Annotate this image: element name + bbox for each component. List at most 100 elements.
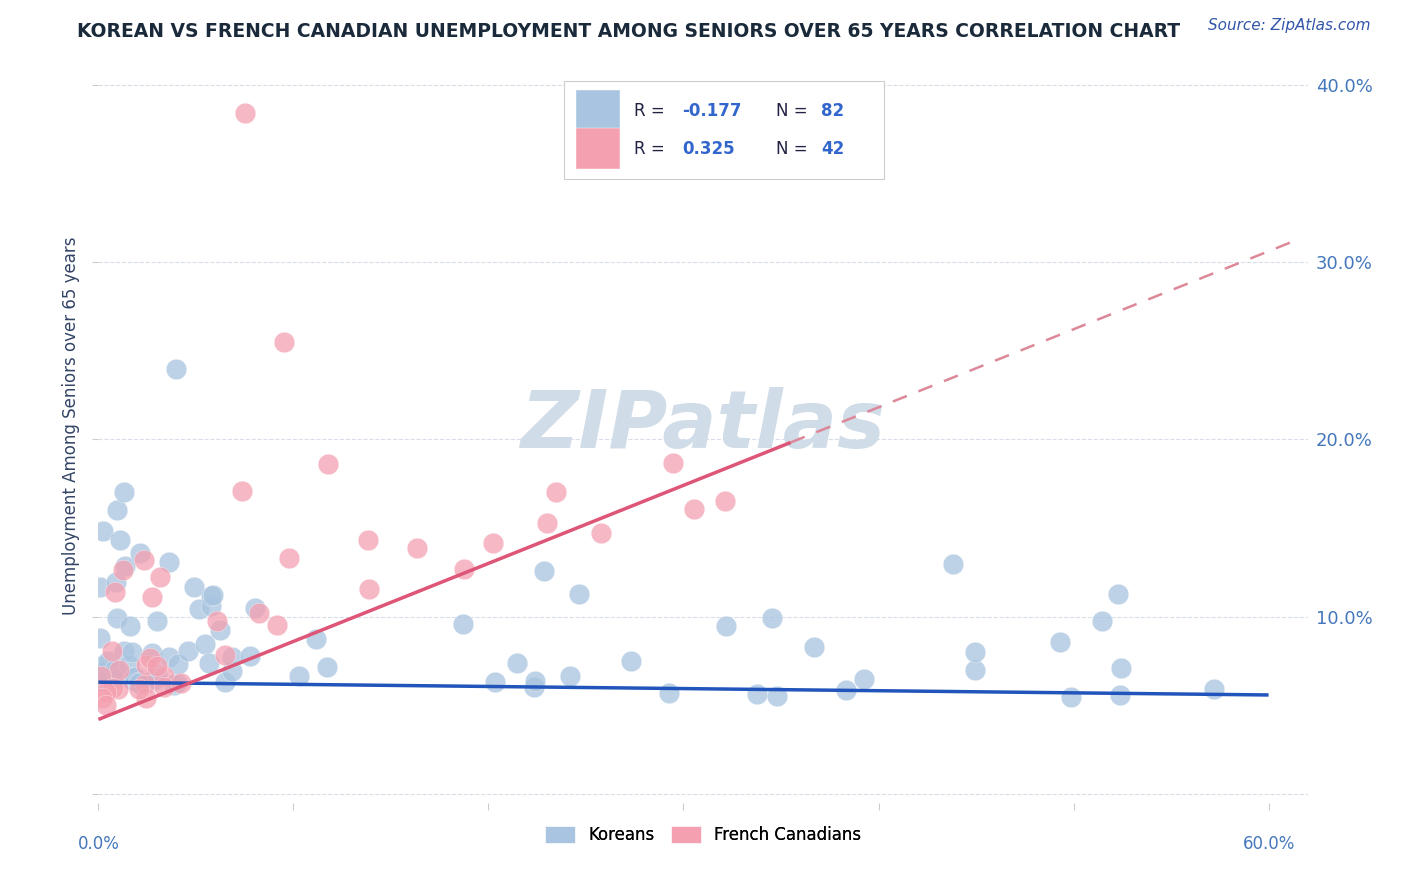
Text: 0.0%: 0.0% <box>77 835 120 853</box>
Point <box>114 558 136 573</box>
Point <box>287 668 309 682</box>
Point <box>118 619 141 633</box>
Point <box>484 674 506 689</box>
Point <box>177 644 200 658</box>
Point <box>105 575 128 590</box>
Point <box>90 668 112 682</box>
Point <box>165 361 187 376</box>
Point <box>97 669 120 683</box>
Text: -0.177: -0.177 <box>682 102 742 120</box>
Text: KOREAN VS FRENCH CANADIAN UNEMPLOYMENT AMONG SENIORS OVER 65 YEARS CORRELATION C: KOREAN VS FRENCH CANADIAN UNEMPLOYMENT A… <box>77 22 1181 41</box>
Point <box>243 600 266 615</box>
Point <box>121 673 143 688</box>
Point <box>108 533 131 547</box>
Point <box>745 687 768 701</box>
Point <box>357 582 380 596</box>
Legend: Koreans, French Canadians: Koreans, French Canadians <box>538 820 868 851</box>
Point <box>266 618 288 632</box>
Point <box>200 599 222 614</box>
Point <box>91 690 114 705</box>
Point <box>127 675 149 690</box>
Point <box>145 673 167 687</box>
Point <box>714 494 737 508</box>
Point <box>145 667 167 681</box>
Point <box>132 553 155 567</box>
Point <box>965 645 987 659</box>
Point <box>852 673 875 687</box>
Point <box>963 664 986 678</box>
Point <box>97 654 120 668</box>
Point <box>1204 682 1226 697</box>
Point <box>1091 615 1114 629</box>
Point <box>118 657 141 672</box>
Point <box>200 589 222 603</box>
Point <box>128 682 150 697</box>
Point <box>273 334 295 349</box>
Point <box>683 502 706 516</box>
Point <box>194 637 217 651</box>
Point <box>201 588 224 602</box>
Point <box>124 670 146 684</box>
Point <box>90 674 112 689</box>
Point <box>453 562 475 576</box>
Point <box>153 668 176 682</box>
Point <box>146 614 169 628</box>
Point <box>239 648 262 663</box>
Point <box>141 647 163 661</box>
Point <box>105 671 128 685</box>
Point <box>544 484 567 499</box>
Point <box>221 664 243 678</box>
Point <box>1111 660 1133 674</box>
Point <box>277 551 299 566</box>
Point <box>716 618 738 632</box>
Point <box>112 644 135 658</box>
Point <box>135 690 157 705</box>
Point <box>91 665 114 679</box>
Text: Source: ZipAtlas.com: Source: ZipAtlas.com <box>1208 18 1371 33</box>
Text: 82: 82 <box>821 102 845 120</box>
Point <box>107 663 129 677</box>
Point <box>942 557 965 571</box>
Point <box>620 654 643 668</box>
Text: 42: 42 <box>821 139 845 158</box>
Point <box>658 685 681 699</box>
Point <box>482 535 505 549</box>
Point <box>163 678 186 692</box>
Point <box>157 555 180 569</box>
Point <box>406 541 429 556</box>
Point <box>153 680 176 694</box>
Point <box>316 457 339 471</box>
Point <box>139 650 162 665</box>
Point <box>835 682 858 697</box>
Point <box>523 674 546 689</box>
Point <box>139 673 162 688</box>
Point <box>568 587 591 601</box>
Point <box>135 657 157 672</box>
Point <box>105 503 128 517</box>
Point <box>208 623 231 637</box>
Point <box>357 533 380 547</box>
Point <box>451 617 474 632</box>
Point <box>121 673 143 687</box>
Point <box>89 631 111 645</box>
Point <box>105 610 128 624</box>
Text: R =: R = <box>634 102 671 120</box>
Point <box>523 680 546 694</box>
Point <box>214 648 236 662</box>
FancyBboxPatch shape <box>576 90 620 132</box>
Point <box>1109 688 1132 702</box>
Text: ZIPatlas: ZIPatlas <box>520 387 886 465</box>
Point <box>183 580 205 594</box>
Point <box>100 644 122 658</box>
Point <box>761 611 783 625</box>
Point <box>90 659 112 673</box>
Point <box>591 526 613 541</box>
Point <box>104 662 127 676</box>
Point <box>141 590 163 604</box>
Point <box>1060 690 1083 704</box>
Text: R =: R = <box>634 139 671 158</box>
FancyBboxPatch shape <box>564 80 884 178</box>
Point <box>662 456 685 470</box>
Point <box>1049 634 1071 648</box>
Point <box>122 670 145 684</box>
